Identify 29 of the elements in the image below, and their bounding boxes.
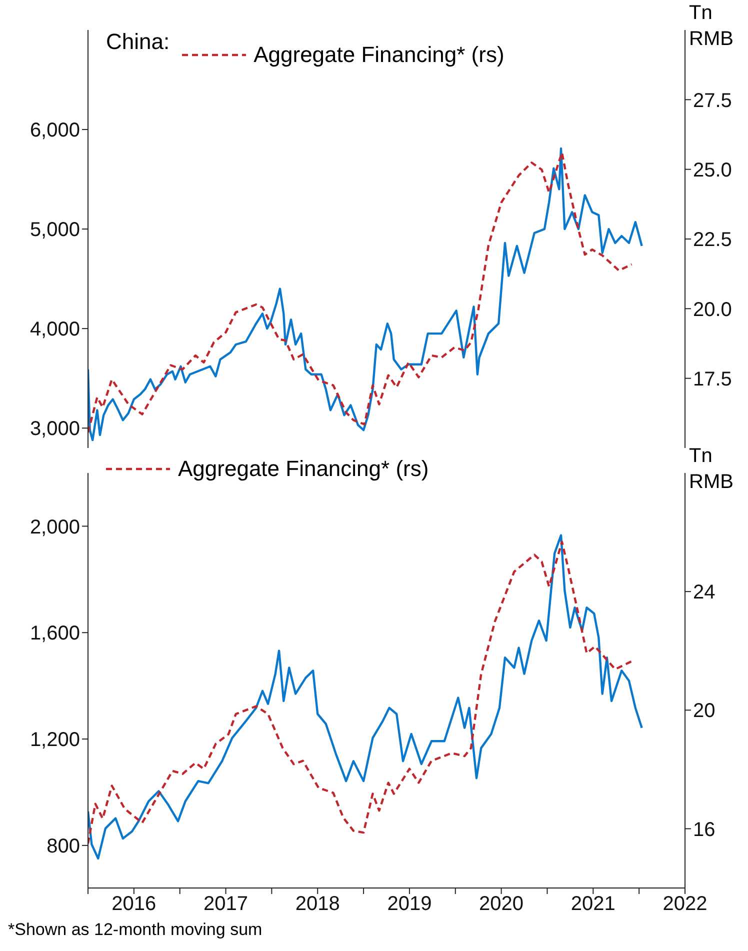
text: *Shown as 12-month moving sum <box>8 920 264 940</box>
legend-title: China: <box>106 29 170 55</box>
y-tick-label: 6,000 <box>30 120 80 142</box>
y2-tick-label: 27.5 <box>693 90 732 112</box>
legend-label: Aggregate Financing* (rs) <box>178 456 429 482</box>
y2-tick-label: 24 <box>693 582 716 604</box>
y-tick-label: 800 <box>46 836 80 858</box>
x-tick-label: 2018 <box>295 893 340 916</box>
legend-label: Aggregate Financing* (rs) <box>254 42 504 68</box>
x-tick-label: 2019 <box>387 893 432 916</box>
x-tick-label: 2020 <box>479 893 524 916</box>
y-tick-label: 3,000 <box>30 418 80 440</box>
y-tick-label: 1,200 <box>30 729 80 752</box>
y2-tick-label: 25.0 <box>693 159 732 182</box>
y2-tick-label: 17.5 <box>693 368 732 390</box>
x-tick-label: 2022 <box>662 893 708 916</box>
y2-tick-label: 20.0 <box>693 298 732 321</box>
y2-axis-title: Tn RMB <box>689 444 734 495</box>
x-tick-label: 2016 <box>112 893 156 916</box>
y2-tick-label: 20 <box>693 700 716 722</box>
y2-tick-label: 16 <box>693 818 716 841</box>
y-tick-label: 2,000 <box>30 516 80 538</box>
y-tick-label: 4,000 <box>30 318 80 341</box>
y2-tick-label: 22.5 <box>693 229 732 252</box>
x-tick-label: 2021 <box>570 893 616 916</box>
y-tick-label: 1,600 <box>30 622 80 645</box>
y-tick-label: 5,000 <box>30 219 80 242</box>
x-tick-label: 2017 <box>204 893 248 916</box>
y2-axis-title: Tn RMB <box>689 1 734 52</box>
